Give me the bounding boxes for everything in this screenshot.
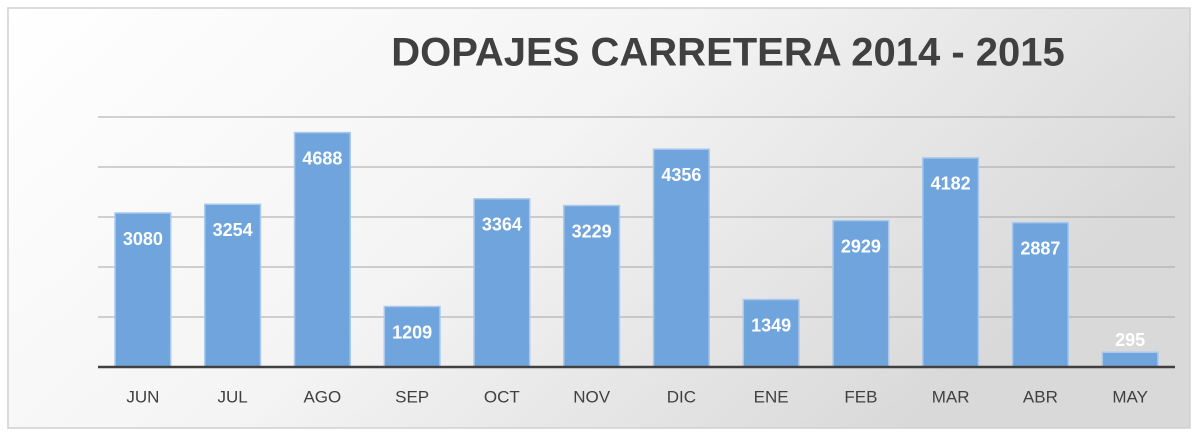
chart-title: DOPAJES CARRETERA 2014 - 2015: [391, 31, 1065, 75]
x-tick-label: JUL: [218, 387, 248, 406]
bar: [563, 204, 621, 368]
data-label: 1209: [392, 322, 432, 342]
x-tick-label: ENE: [754, 387, 789, 406]
x-tick-label: MAY: [1112, 387, 1148, 406]
x-tick-label: NOV: [573, 387, 611, 406]
data-label: 2929: [841, 236, 881, 256]
data-label: 4356: [661, 165, 701, 185]
x-tick-label: SEP: [395, 387, 429, 406]
data-label: 3254: [213, 220, 253, 240]
data-label: 4688: [302, 148, 342, 168]
data-label: 3364: [482, 215, 522, 235]
x-tick-label: JUN: [126, 387, 159, 406]
bar: [652, 148, 710, 368]
x-tick-label: OCT: [484, 387, 520, 406]
x-tick-label: MAR: [932, 387, 970, 406]
bar: [832, 219, 890, 368]
bar: [922, 157, 980, 368]
bar: [293, 131, 351, 368]
data-label: 3080: [123, 229, 163, 249]
x-tick-label: DIC: [667, 387, 696, 406]
data-label: 295: [1115, 330, 1145, 350]
data-label: 1349: [751, 315, 791, 335]
x-tick-label: ABR: [1023, 387, 1058, 406]
bar: [383, 305, 441, 368]
bar: [473, 198, 531, 368]
x-tick-label: FEB: [844, 387, 877, 406]
data-label: 3229: [572, 221, 612, 241]
x-tick-label: AGO: [303, 387, 341, 406]
bar: [1101, 351, 1159, 368]
bar: [114, 212, 172, 368]
data-label: 4182: [931, 174, 971, 194]
bar: [1011, 221, 1069, 368]
data-label: 2887: [1020, 238, 1060, 258]
bar: [204, 203, 262, 368]
